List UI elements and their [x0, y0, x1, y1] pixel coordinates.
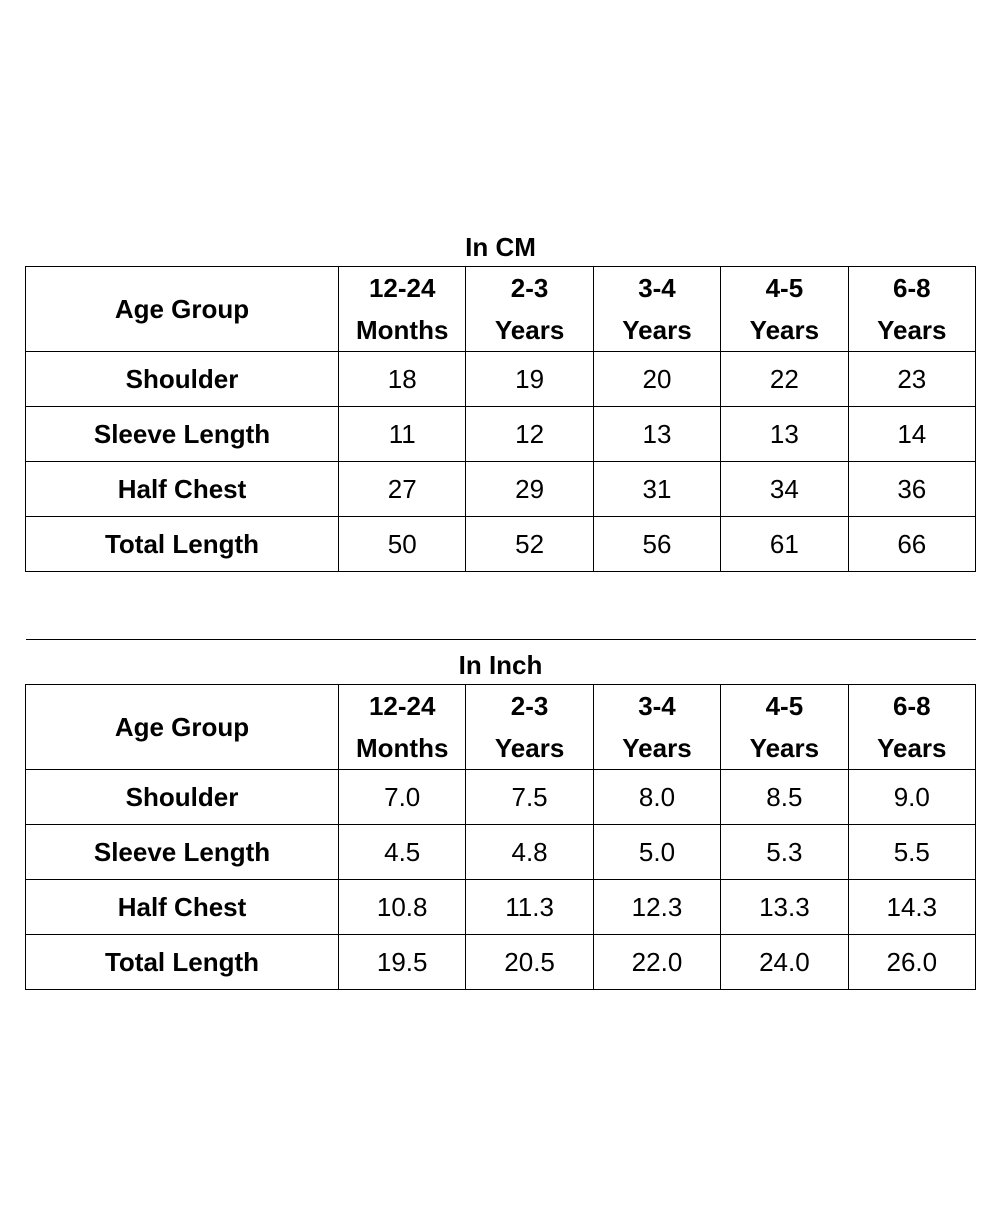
size-table-cm: In CM Age Group 12-24 Months 2-3 Years 3-4… — [25, 222, 977, 572]
table-cell: 34 — [720, 461, 849, 517]
table-cell: 5.5 — [847, 824, 977, 880]
table-cell: 11 — [337, 406, 467, 462]
header-line: Years — [494, 315, 565, 345]
header-column: 6-8 Years — [847, 684, 977, 770]
table-cell: 50 — [337, 516, 467, 572]
table-cell: 4.8 — [465, 824, 594, 880]
table-cell: 11.3 — [465, 879, 594, 935]
size-table-inch: In Inch Age Group 12-24 Months 2-3 Years 3… — [25, 639, 977, 990]
table-cell: 23 — [847, 351, 977, 407]
row-label: Total Length — [25, 934, 339, 990]
table-cell: 36 — [847, 461, 977, 517]
table-cell: 26.0 — [847, 934, 977, 990]
table-caption: In Inch — [25, 639, 976, 685]
table-cell: 20 — [592, 351, 722, 407]
header-line: 2-3 — [510, 691, 549, 721]
header-line: Years — [622, 733, 692, 763]
row-label: Total Length — [25, 516, 339, 572]
row-label: Half Chest — [25, 461, 339, 517]
header-line: Years — [877, 315, 947, 345]
table-cell: 61 — [720, 516, 849, 572]
table-cell: 7.0 — [337, 769, 467, 825]
table-row: Half Chest 10.8 11.3 12.3 13.3 14.3 — [25, 879, 977, 935]
header-line: 4-5 — [765, 273, 804, 303]
table-row: Total Length 19.5 20.5 22.0 24.0 26.0 — [25, 934, 977, 990]
header-column: 12-24 Months — [337, 266, 467, 352]
header-column: 2-3 Years — [465, 266, 594, 352]
table-cell: 22.0 — [592, 934, 722, 990]
table-cell: 19.5 — [337, 934, 467, 990]
table-row: Sleeve Length 4.5 4.8 5.0 5.3 5.5 — [25, 824, 977, 880]
table-cell: 52 — [465, 516, 594, 572]
header-line: 12-24 — [368, 273, 436, 303]
header-line: Years — [749, 733, 820, 763]
header-age-group: Age Group — [25, 266, 339, 352]
table-cell: 13 — [592, 406, 722, 462]
table-cell: 8.0 — [592, 769, 722, 825]
row-label: Shoulder — [25, 351, 339, 407]
table-cell: 12 — [465, 406, 594, 462]
table-cell: 19 — [465, 351, 594, 407]
row-label: Sleeve Length — [25, 824, 339, 880]
table-row: Half Chest 27 29 31 34 36 — [25, 461, 977, 517]
table-cell: 12.3 — [592, 879, 722, 935]
header-line: Months — [355, 315, 449, 345]
header-line: Years — [494, 733, 565, 763]
table-caption: In CM — [465, 232, 536, 262]
header-column: 3-4 Years — [592, 684, 722, 770]
table-row: Shoulder 18 19 20 22 23 — [25, 351, 977, 407]
table-row: Sleeve Length 11 12 13 13 14 — [25, 406, 977, 462]
table-cell: 13.3 — [720, 879, 849, 935]
header-column: 3-4 Years — [592, 266, 722, 352]
table-cell: 27 — [337, 461, 467, 517]
table-cell: 18 — [337, 351, 467, 407]
header-column: 4-5 Years — [720, 266, 849, 352]
header-line: 12-24 — [368, 691, 436, 721]
header-line: Months — [355, 733, 449, 763]
table-cell: 4.5 — [337, 824, 467, 880]
table-cell: 5.3 — [720, 824, 849, 880]
table-cell: 20.5 — [465, 934, 594, 990]
header-line: 4-5 — [765, 691, 804, 721]
table-cell: 10.8 — [337, 879, 467, 935]
row-label: Shoulder — [25, 769, 339, 825]
table-cell: 24.0 — [720, 934, 849, 990]
header-line: 6-8 — [893, 273, 931, 303]
table-cell: 56 — [592, 516, 722, 572]
table-row: Shoulder 7.0 7.5 8.0 8.5 9.0 — [25, 769, 977, 825]
header-line: Years — [749, 315, 820, 345]
table-cell: 5.0 — [592, 824, 722, 880]
header-line: 3-4 — [638, 691, 676, 721]
table-cell: 7.5 — [465, 769, 594, 825]
header-column: 12-24 Months — [337, 684, 467, 770]
header-line: 3-4 — [638, 273, 676, 303]
header-line: Years — [622, 315, 692, 345]
header-column: 6-8 Years — [847, 266, 977, 352]
header-line: 6-8 — [893, 691, 931, 721]
table-cell: 29 — [465, 461, 594, 517]
table-cell: 14.3 — [847, 879, 977, 935]
table-cell: 22 — [720, 351, 849, 407]
table-cell: 9.0 — [847, 769, 977, 825]
header-column: 2-3 Years — [465, 684, 594, 770]
header-line: Years — [877, 733, 947, 763]
header-column: 4-5 Years — [720, 684, 849, 770]
header-line: 2-3 — [510, 273, 549, 303]
table-cell: 13 — [720, 406, 849, 462]
table-cell: 8.5 — [720, 769, 849, 825]
row-label: Half Chest — [25, 879, 339, 935]
table-cell: 14 — [847, 406, 977, 462]
table-cell: 31 — [592, 461, 722, 517]
table-cell: 66 — [847, 516, 977, 572]
row-label: Sleeve Length — [25, 406, 339, 462]
table-row: Total Length 50 52 56 61 66 — [25, 516, 977, 572]
header-age-group: Age Group — [25, 684, 339, 770]
